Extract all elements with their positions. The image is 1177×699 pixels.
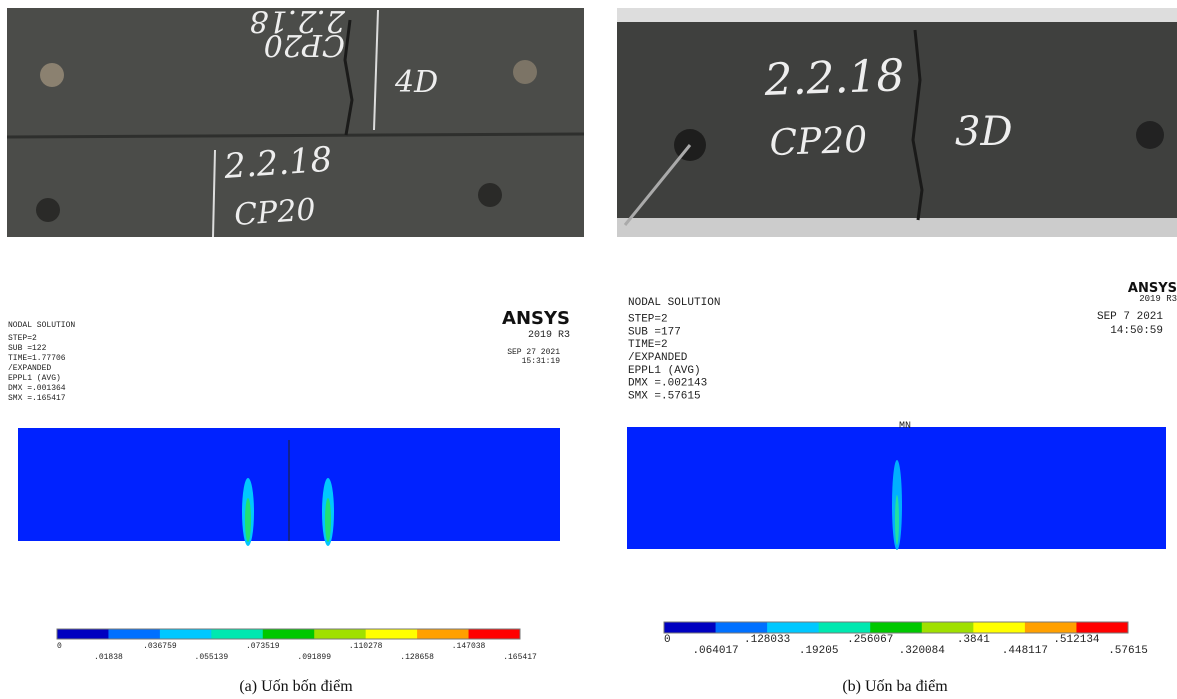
strain-zone (245, 498, 251, 542)
colorbar-label: .073519 (246, 642, 280, 651)
plot-time: 14:50:59 (1110, 325, 1163, 337)
colorbar-segment (870, 622, 922, 633)
photo-handwriting-inverted: 2.2.18 (250, 3, 346, 38)
colorbar-label: .064017 (692, 645, 738, 657)
colorbar-segment (108, 629, 160, 639)
node-marker: MN (899, 421, 911, 432)
bolt (40, 63, 64, 87)
colorbar-segment (973, 622, 1025, 633)
colorbar-label: .57615 (1108, 645, 1148, 657)
solution-info: EPPL1 (AVG) (8, 374, 61, 383)
colorbar-label: .055139 (195, 653, 229, 662)
strain-zone (325, 498, 331, 542)
photo-background (617, 8, 1177, 22)
ansys-version: 2019 R3 (528, 330, 570, 341)
bolt (478, 183, 502, 207)
colorbar-label: .110278 (349, 642, 383, 651)
photo-handwriting: 2.2.18 (222, 140, 334, 188)
colorbar-segment (417, 629, 469, 639)
colorbar-segment (57, 629, 109, 639)
colorbar-segment (366, 629, 418, 639)
colorbar-segment (211, 629, 263, 639)
colorbar-segment (263, 629, 315, 639)
colorbar-segment (716, 622, 768, 633)
plot-time: 15:31:19 (522, 357, 561, 366)
colorbar-label: .036759 (143, 642, 177, 651)
ansys-version: 2019 R3 (1139, 294, 1177, 304)
colorbar-segment (1076, 622, 1128, 633)
colorbar-segment (664, 622, 716, 633)
colorbar-label: .320084 (899, 645, 946, 657)
plot-header: NODAL SOLUTION (8, 321, 75, 330)
plot-date: SEP 27 2021 (507, 348, 560, 357)
solution-info: /EXPANDED (628, 352, 688, 364)
photo-handwriting: 2.2.18 (763, 50, 906, 106)
solution-info: /EXPANDED (8, 364, 51, 373)
colorbar-label: 0 (57, 642, 62, 651)
colorbar-segment (469, 629, 521, 639)
photo-background (617, 218, 1177, 237)
solution-info: SMX =.165417 (8, 394, 66, 403)
strain-zone (895, 495, 899, 545)
photo-three-point (617, 8, 1177, 237)
photo-handwriting: 4D (394, 65, 438, 100)
solution-info: DMX =.001364 (8, 384, 66, 393)
colorbar-label: .165417 (503, 653, 537, 662)
photo-handwriting: CP20 (769, 120, 868, 164)
figure: 2.2.18CP204DCP202.2.18NODAL SOLUTIONSTEP… (0, 0, 1177, 699)
colorbar-label: .256067 (847, 634, 893, 646)
photo-handwriting: 3D (955, 109, 1013, 155)
solution-info: STEP=2 (628, 314, 668, 326)
bolt (1136, 121, 1164, 149)
photo-handwriting: CP20 (233, 192, 317, 233)
plot-date: SEP 7 2021 (1097, 311, 1163, 323)
colorbar-segment (160, 629, 212, 639)
solution-info: EPPL1 (AVG) (628, 365, 701, 377)
colorbar-label: .512134 (1053, 634, 1100, 646)
colorbar-label: .091899 (297, 653, 331, 662)
colorbar-label: .128033 (744, 634, 790, 646)
colorbar-label: .147038 (452, 642, 486, 651)
solution-info: SUB =177 (628, 326, 681, 338)
solution-info: STEP=2 (8, 334, 37, 343)
ansys-logo: ANSYS (502, 308, 570, 329)
colorbar-label: .448117 (1002, 645, 1048, 657)
solution-info: DMX =.002143 (628, 378, 707, 390)
solution-info: TIME=1.77706 (8, 354, 66, 363)
caption: (b) Uốn ba điểm (842, 678, 948, 695)
solution-info: SUB =122 (8, 344, 47, 353)
solution-info: SMX =.57615 (628, 390, 701, 402)
colorbar-segment (819, 622, 871, 633)
colorbar-segment (314, 629, 366, 639)
colorbar-label: 0 (664, 634, 671, 646)
caption: (a) Uốn bốn điểm (239, 678, 353, 695)
colorbar-segment (1025, 622, 1077, 633)
bolt (36, 198, 60, 222)
colorbar-segment (922, 622, 974, 633)
plot-header: NODAL SOLUTION (628, 297, 720, 309)
colorbar-label: .19205 (799, 645, 839, 657)
bolt (513, 60, 537, 84)
colorbar-label: .3841 (957, 634, 990, 646)
colorbar-segment (767, 622, 819, 633)
colorbar-label: .01838 (94, 653, 123, 662)
colorbar-label: .128658 (400, 653, 434, 662)
solution-info: TIME=2 (628, 339, 668, 351)
